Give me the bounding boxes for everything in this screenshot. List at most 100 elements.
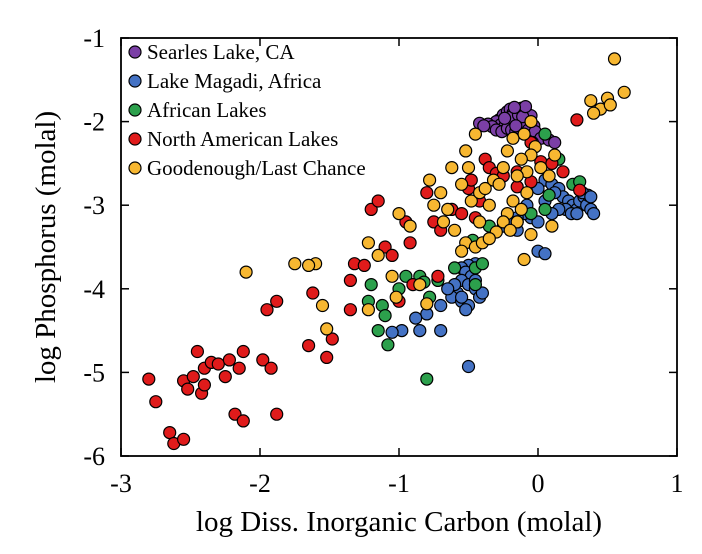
data-point — [163, 426, 177, 440]
data-point — [413, 324, 427, 338]
data-point — [482, 198, 496, 212]
legend-label: North American Lakes — [147, 127, 338, 151]
data-point — [496, 215, 510, 229]
y-tick-label: -2 — [83, 108, 105, 137]
legend: Searles Lake, CA Lake Magadi, Africa Afric… — [128, 40, 366, 180]
data-point — [455, 290, 469, 304]
data-point — [459, 144, 473, 158]
data-point — [431, 269, 445, 283]
data-point — [441, 282, 455, 296]
legend-marker — [128, 103, 142, 117]
data-point — [315, 298, 330, 313]
x-tick-label: -2 — [249, 469, 271, 498]
data-point — [186, 370, 200, 384]
data-point — [500, 144, 514, 158]
data-point — [177, 432, 191, 446]
data-point — [381, 338, 395, 352]
x-tick-label: 0 — [532, 469, 545, 498]
data-point — [548, 135, 562, 150]
data-point — [448, 261, 462, 275]
data-point — [434, 298, 448, 313]
data-point — [264, 361, 278, 375]
data-point — [371, 194, 385, 208]
data-point — [517, 127, 531, 141]
data-point — [378, 240, 392, 254]
data-point — [149, 395, 163, 409]
data-point — [468, 127, 482, 141]
data-point — [325, 332, 339, 346]
y-tick-label: -6 — [83, 442, 105, 471]
data-point — [302, 258, 316, 272]
data-point — [420, 186, 434, 200]
data-point — [343, 303, 357, 317]
data-point — [403, 219, 417, 233]
data-point — [586, 207, 601, 221]
data-point — [538, 247, 552, 261]
data-point — [603, 98, 617, 112]
data-point — [409, 311, 423, 325]
data-point — [584, 94, 598, 108]
data-point — [445, 161, 459, 175]
data-point — [514, 202, 528, 216]
data-point — [302, 339, 316, 353]
data-point — [506, 194, 520, 208]
data-point — [477, 119, 491, 133]
legend-marker — [128, 45, 142, 59]
data-point — [270, 407, 284, 421]
data-point — [343, 273, 357, 287]
data-point — [197, 378, 211, 392]
y-tick-label: -4 — [83, 275, 105, 304]
data-point — [524, 227, 538, 242]
data-point — [361, 236, 375, 250]
y-tick-label: -1 — [83, 24, 105, 53]
data-point — [475, 257, 489, 271]
data-point — [503, 223, 517, 237]
y-tick-label: -3 — [83, 191, 105, 220]
data-point — [371, 324, 385, 338]
data-point — [461, 359, 476, 374]
data-point — [507, 100, 522, 115]
data-point — [288, 257, 302, 271]
data-point — [320, 322, 334, 336]
data-point — [142, 372, 156, 386]
axis-ticks — [120, 37, 678, 457]
data-point — [455, 207, 469, 221]
data-point — [538, 202, 552, 216]
data-point — [378, 309, 392, 323]
data-point — [320, 350, 334, 364]
data-point — [520, 186, 534, 200]
data-point — [357, 258, 371, 272]
data-point — [256, 353, 270, 367]
data-point — [514, 152, 528, 166]
data-point — [468, 278, 482, 292]
data-point — [534, 161, 548, 175]
data-point — [361, 303, 375, 317]
data-point — [364, 278, 378, 292]
data-point — [570, 207, 584, 221]
data-point — [389, 290, 403, 304]
data-point — [542, 169, 556, 183]
data-point — [427, 198, 441, 212]
data-point — [570, 113, 584, 127]
x-axis-title: log Diss. Inorganic Carbon (molal) — [196, 506, 602, 538]
data-point — [455, 177, 469, 191]
data-point — [492, 177, 506, 191]
y-axis-title: log Phosphorus (molal) — [30, 111, 62, 383]
data-points — [142, 52, 631, 451]
data-point — [270, 294, 284, 308]
data-point — [545, 219, 559, 233]
data-point — [498, 111, 512, 125]
data-point — [607, 52, 622, 66]
data-point — [306, 286, 320, 300]
data-point — [548, 148, 562, 162]
data-point — [524, 114, 538, 129]
data-point — [573, 183, 587, 197]
data-point — [385, 269, 399, 283]
data-point — [371, 248, 385, 262]
data-point — [211, 357, 225, 371]
data-point — [436, 215, 451, 229]
data-point — [399, 269, 413, 283]
data-point — [586, 106, 601, 120]
legend-marker — [128, 74, 142, 88]
